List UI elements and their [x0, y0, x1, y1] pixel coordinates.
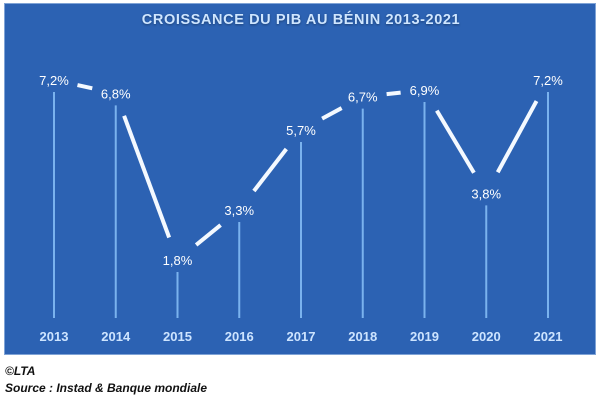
data-label-2017: 5,7%: [286, 123, 316, 138]
line-segment-2020-2021: [495, 100, 539, 174]
x-tick-label-2018: 2018: [348, 329, 377, 344]
x-tick-label-2019: 2019: [410, 329, 439, 344]
x-tick-label-2017: 2017: [287, 329, 316, 344]
x-tick-label-2016: 2016: [225, 329, 254, 344]
chart-title: CROISSANCE DU PIB AU BÉNIN 2013-2021: [141, 12, 461, 28]
data-label-2016: 3,3%: [224, 203, 254, 218]
x-tick-label-2015: 2015: [163, 329, 192, 344]
x-tick-label-2020: 2020: [472, 329, 501, 344]
line-segment-2016-2017: [252, 147, 288, 193]
data-label-2018: 6,7%: [348, 90, 378, 105]
data-label-2021: 7,2%: [533, 73, 563, 88]
line-segment-2018-2019: [386, 90, 401, 97]
line-segment-2019-2020: [435, 109, 476, 174]
data-label-2019: 6,9%: [410, 83, 440, 98]
line-segment-2013-2014: [77, 83, 93, 91]
data-label-2014: 6,8%: [101, 86, 131, 101]
x-tick-label-2013: 2013: [40, 329, 69, 344]
x-tick-label-2021: 2021: [534, 329, 563, 344]
copyright-credit: ©LTA: [5, 364, 36, 378]
line-segment-2017-2018: [321, 106, 343, 121]
x-tick-label-2014: 2014: [101, 329, 131, 344]
source-note: Source : Instad & Banque mondiale: [5, 381, 208, 395]
data-label-2020: 3,8%: [471, 186, 501, 201]
line-segment-2014-2015: [122, 115, 172, 239]
data-label-2013: 7,2%: [39, 73, 69, 88]
line-segment-2015-2016: [194, 223, 222, 247]
data-label-2015: 1,8%: [163, 253, 193, 268]
